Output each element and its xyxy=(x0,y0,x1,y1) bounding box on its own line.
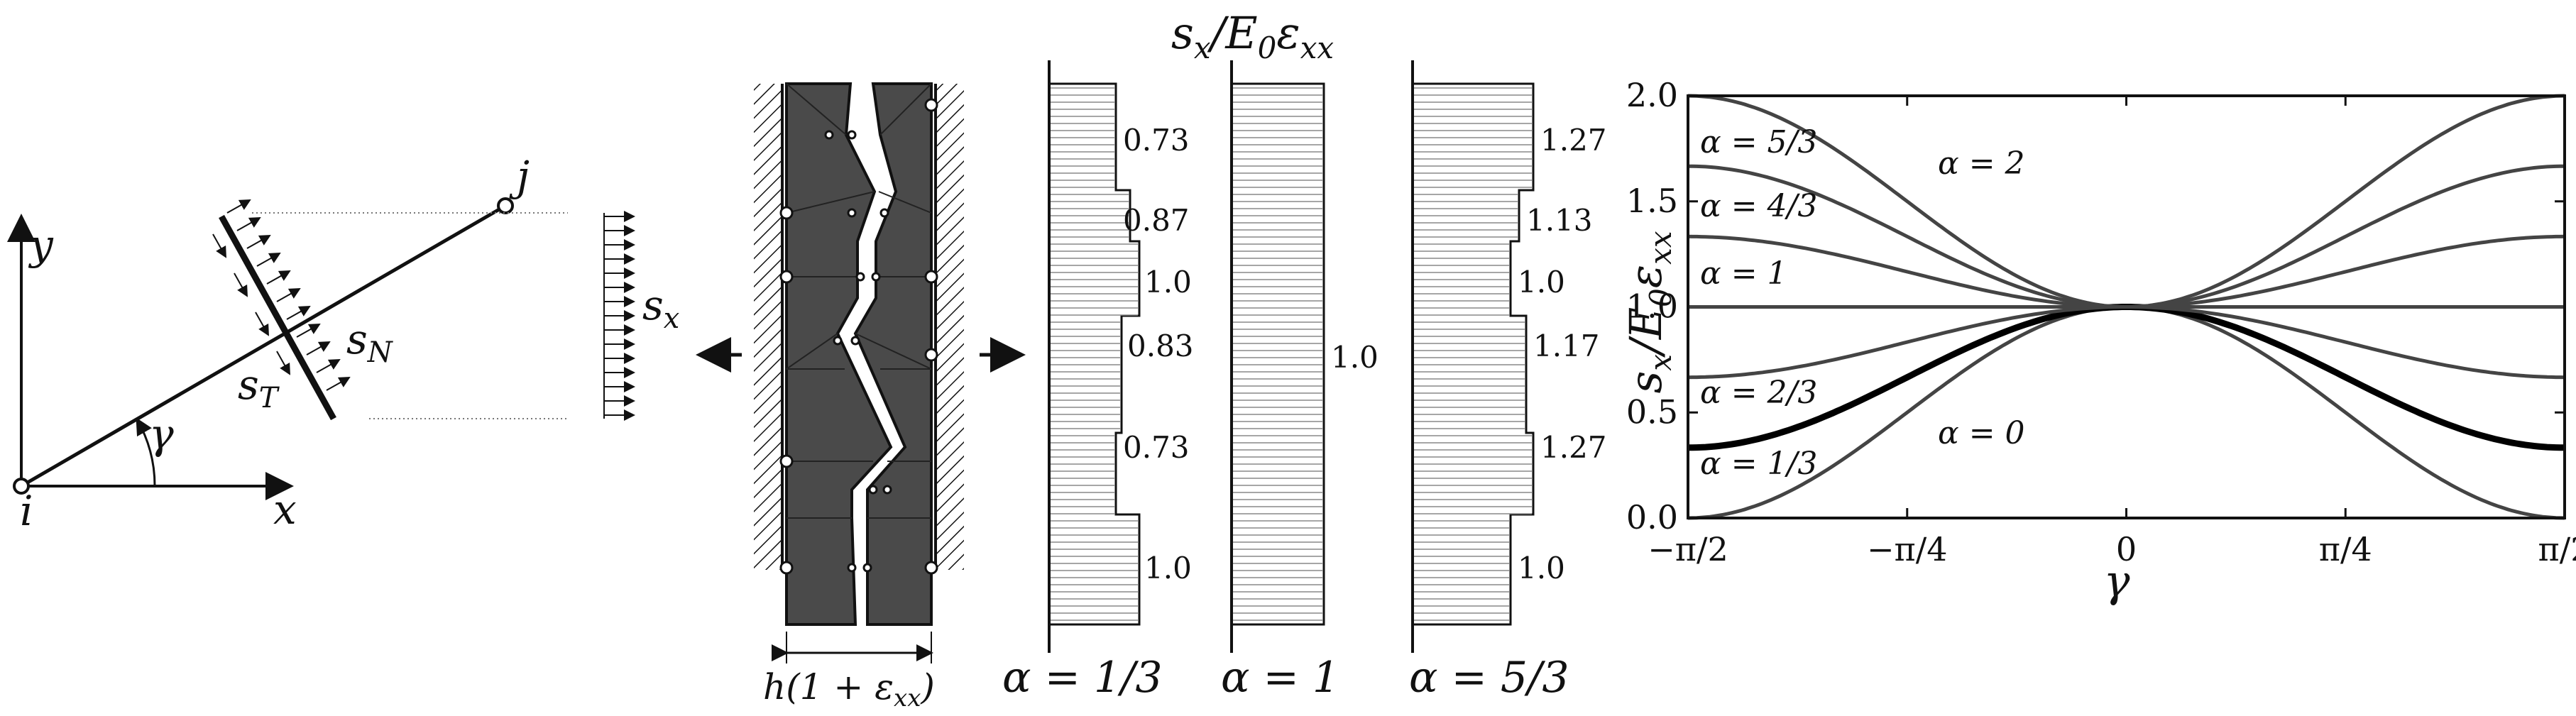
profile-label: 1.27 xyxy=(1540,123,1607,158)
x-tick-label: −π/2 xyxy=(1648,530,1728,568)
profile-label: 0.87 xyxy=(1123,203,1190,238)
series-label: α = 0 xyxy=(1938,415,2025,451)
profile-label: 0.83 xyxy=(1127,329,1194,363)
tangent-stress-label: sT xyxy=(238,360,280,414)
profiles-title: sx/E0εxx xyxy=(1171,7,1334,65)
specimen-nodes xyxy=(779,98,938,575)
profile-label: 0.73 xyxy=(1123,430,1190,465)
x-tick-label: −π/4 xyxy=(1867,530,1948,568)
series-label: α = 5/3 xyxy=(1700,124,1817,160)
profile-label: 1.27 xyxy=(1540,430,1607,465)
chart-x-label: γ xyxy=(2103,555,2130,607)
profile-alpha-1-3: 0.73 0.87 1.0 0.83 0.73 1.0 α = 1/3 xyxy=(1002,60,1194,703)
hatch-left xyxy=(754,84,782,570)
x-tick-label: π/4 xyxy=(2319,530,2372,568)
plot-frame xyxy=(1687,94,2566,519)
profile-label: 1.17 xyxy=(1533,329,1600,363)
chart-series xyxy=(1687,94,2565,520)
beam-element xyxy=(20,204,507,488)
node-i xyxy=(13,478,30,495)
profile-outline xyxy=(1232,82,1325,626)
applied-stress-label: sx xyxy=(642,281,679,335)
profile-caption: α = 1 xyxy=(1221,653,1339,703)
y-tick-label: 1.5 xyxy=(1626,182,1678,220)
node-j-label: j xyxy=(509,152,530,200)
x-tick-label: 0 xyxy=(2116,530,2137,568)
profile-label: 1.13 xyxy=(1526,203,1593,238)
y-tick-label: 1.0 xyxy=(1626,287,1678,326)
y-tick-label: 0.5 xyxy=(1626,392,1678,431)
chart-tick-labels: −π/2 −π/4 0 π/4 π/2 0.0 0.5 1.0 1.5 2.0 xyxy=(1626,76,2576,568)
profile-caption: α = 5/3 xyxy=(1409,653,1569,703)
series-line xyxy=(1688,304,2565,451)
series-line xyxy=(1687,234,2565,309)
profile-alpha-1: 1.0 α = 1 xyxy=(1221,60,1379,703)
profile-label: 1.0 xyxy=(1331,340,1379,375)
tangent-stress-arrows xyxy=(212,233,290,375)
normal-stress-label: sN xyxy=(346,315,394,369)
series-line xyxy=(1687,304,2565,520)
profile-outline xyxy=(1413,82,1535,626)
applied-stress-arrows xyxy=(604,211,635,421)
profile-label: 1.0 xyxy=(1144,551,1192,585)
series-label: α = 4/3 xyxy=(1700,188,1817,224)
angle-label: γ xyxy=(149,410,174,458)
width-label: h(1 + εxx) xyxy=(763,666,935,712)
profile-hatching xyxy=(1051,87,1138,621)
series-label: α = 1/3 xyxy=(1700,446,1817,482)
series-line xyxy=(1687,305,2565,380)
profile-label: 1.0 xyxy=(1144,265,1192,299)
profile-label: 1.0 xyxy=(1518,551,1565,585)
panel-chart: −π/2−π/40π/4π/20.00.51.01.52.0 α = 0α = … xyxy=(1620,76,2576,607)
chart-series-labels: α = 0 α = 1/3 α = 2/3 α = 1 α = 4/3 α = 5/3 α … xyxy=(1700,124,2025,482)
angle-arc xyxy=(136,417,156,487)
panel-beam: y x i j γ xyxy=(6,152,679,535)
node-j xyxy=(497,197,514,214)
facet xyxy=(219,214,336,421)
profile-outline xyxy=(1049,82,1141,626)
chart-y-label: sx/E0εxx xyxy=(1620,231,1678,393)
panel-specimen: h(1 + εxx) xyxy=(696,82,1026,712)
profile-alpha-5-3: 1.27 1.13 1.0 1.17 1.27 1.0 α = 5/3 xyxy=(1409,60,1607,703)
right-block xyxy=(853,82,933,626)
series-label: α = 2/3 xyxy=(1700,375,1817,411)
profile-caption: α = 1/3 xyxy=(1002,653,1163,703)
axis-x-label: x xyxy=(273,485,297,534)
node-i-label: i xyxy=(20,487,33,535)
mesh-lines xyxy=(786,83,932,519)
normal-stress-arrows xyxy=(226,199,351,391)
series-label: α = 1 xyxy=(1700,255,1787,292)
profile-hatching xyxy=(1414,87,1532,621)
y-tick-label: 0.0 xyxy=(1626,498,1678,536)
profile-hatching xyxy=(1233,87,1322,621)
panel-profiles: sx/E0εxx 0.73 0.87 1.0 0.83 0.73 1.0 α =… xyxy=(1002,7,1607,703)
axis-y-label: y xyxy=(28,221,54,269)
series-line xyxy=(1687,94,2565,309)
series-line xyxy=(1688,164,2565,309)
profile-label: 1.0 xyxy=(1518,265,1565,299)
y-tick-label: 2.0 xyxy=(1626,76,1678,114)
series-label: α = 2 xyxy=(1938,145,2025,182)
x-tick-label: π/2 xyxy=(2538,530,2576,568)
profile-label: 0.73 xyxy=(1123,123,1190,158)
hatch-right xyxy=(936,84,964,570)
